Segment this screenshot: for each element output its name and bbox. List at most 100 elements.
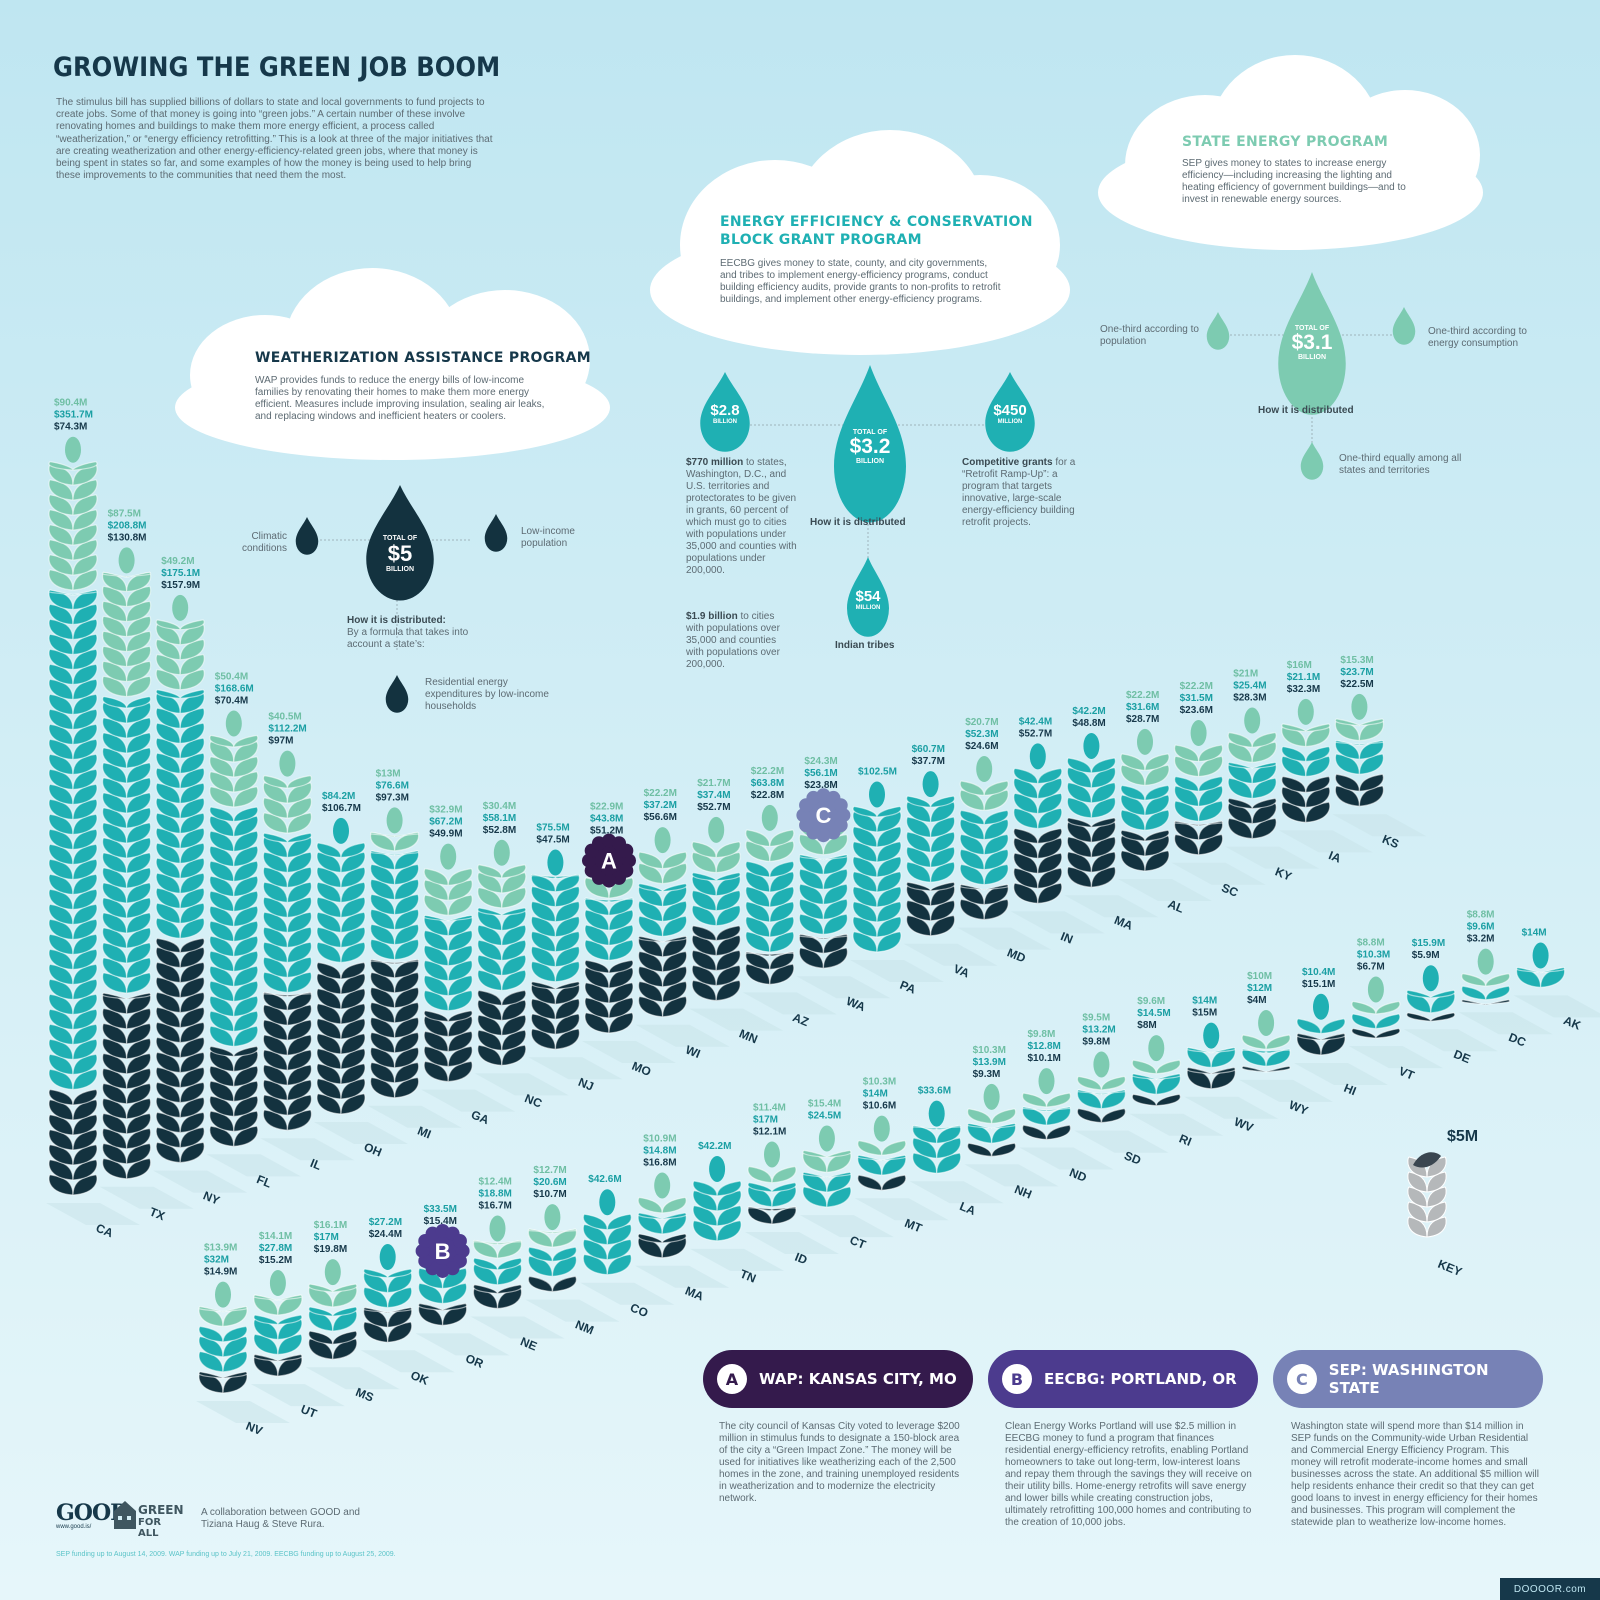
stalk-ut-2-state-label: UT: [299, 1402, 320, 1421]
stalk-ct-2-eecbg-segment: [802, 1171, 852, 1208]
stalk-ut-2-wap-value: $15.2M: [259, 1255, 292, 1266]
stalk-mn-1-sep-segment: [691, 841, 741, 874]
stalk-ok-2-eecbg-value: $27.2M: [369, 1217, 402, 1228]
stalk-il-1: IL $97M$112.2M$40.5M: [260, 712, 355, 1173]
stalk-hi-2-wap-value: $15.1M: [1302, 979, 1335, 990]
stalk-nm-2-shadow: [525, 1299, 620, 1322]
eecbg-left-value: $2.8: [710, 402, 740, 419]
stalk-ks-1-wap-value: $22.5M: [1340, 679, 1373, 690]
stalk-la-2-shadow: [909, 1181, 1004, 1204]
case-b-banner: B EECBG: PORTLAND, OR: [988, 1350, 1258, 1408]
stalk-sd-2-wap-segment: [1076, 1108, 1127, 1124]
stalk-mt-2: MT $10.6M$14M$10.3M: [854, 1077, 949, 1236]
stalk-az-1-shadow: [742, 992, 837, 1015]
stalk-nj-1-shadow: [528, 1057, 623, 1080]
stalk-md-1-wap-segment: [959, 884, 1009, 921]
stalk-wa-1-wap-value: $23.8M: [804, 780, 837, 791]
stalk-ri-2: RI $8M$14.5M$9.6M: [1129, 996, 1224, 1149]
sep-description: SEP gives money to states to increase en…: [1182, 158, 1406, 205]
stalk-vt-2: VT $6.7M$10.3M$8.8M: [1348, 937, 1443, 1083]
stalk-nm-2-sep-value: $12.7M: [533, 1165, 566, 1176]
stalk-md-1-eecbg-value: $52.3M: [965, 729, 998, 740]
stalk-ne-2-sep-value: $12.4M: [479, 1176, 512, 1187]
stalk-ma-1-eecbg-value: $42.2M: [1072, 706, 1105, 717]
stalk-ks-1-bud: [1351, 693, 1368, 720]
stalk-ga-1-eecbg-segment: [423, 914, 473, 1012]
stalk-ky-1-shadow: [1225, 846, 1320, 869]
stalk-ky-1-sep-value: $21M: [1233, 669, 1258, 680]
stalk-ny-1-state-label: NY: [201, 1188, 222, 1207]
stalk-ri-2-bud: [1148, 1035, 1165, 1062]
stalk-nd-2-eecbg-segment: [1021, 1106, 1072, 1126]
stalk-ks-1-eecbg-value: $23.7M: [1340, 667, 1373, 678]
eecbg-total-unit: BILLION: [856, 458, 884, 465]
stalk-mi-1-eecbg-value: $76.6M: [376, 780, 409, 791]
stalk-oh-1-eecbg-segment: [316, 842, 366, 964]
stalk-nv-2-sep-value: $13.9M: [204, 1243, 237, 1254]
stalk-nc-1-wap-segment: [477, 989, 527, 1066]
stalk-ms-2-shadow: [305, 1367, 400, 1390]
stalk-ne-2: NE $16.7M$18.8M$12.4M: [470, 1176, 565, 1354]
stalk-vt-2-state-label: VT: [1397, 1064, 1417, 1083]
stalk-id-2-sep-value: $11.4M: [753, 1102, 786, 1113]
stalk-hi-2-state-label: HI: [1342, 1081, 1358, 1098]
stalk-il-1-state-label: IL: [308, 1156, 323, 1173]
stalk-nc-1-sep-segment: [477, 864, 527, 909]
stalk-va-1-shadow: [903, 943, 998, 966]
stalk-sc-1-bud: [1190, 720, 1207, 747]
stalk-id-2-shadow: [745, 1232, 839, 1254]
stalk-ma-1-bud: [1083, 732, 1100, 759]
stalk-vt-2-eecbg-value: $10.3M: [1357, 949, 1390, 960]
stalk-vt-2-bud: [1367, 976, 1384, 1003]
eecbg-left-unit: BILLION: [713, 419, 737, 425]
stalk-md-1-eecbg-segment: [959, 809, 1009, 886]
stalk-oh-1: OH $106.7M$84.2M: [314, 791, 408, 1160]
stalk-mn-1-eecbg-value: $37.4M: [697, 790, 730, 801]
stalk-fl-1-shadow: [206, 1154, 301, 1177]
stalk-nh-2-eecbg-segment: [966, 1122, 1017, 1144]
stalk-al-1-state-label: AL: [1166, 897, 1186, 916]
stalk-wy-2-sep-segment: [1241, 1034, 1291, 1050]
stalk-dc-2-sep-value: $8.8M: [1467, 910, 1495, 921]
stalk-ga-1-sep-segment: [423, 867, 473, 916]
stalk-hi-2-bud: [1313, 993, 1329, 1020]
stalk-ma-1-wap-segment: [1066, 817, 1117, 888]
stalk-ut-2-sep-segment: [253, 1294, 303, 1316]
stalk-co-2-eecbg-value: $42.6M: [588, 1174, 621, 1185]
stalk-wv-2-eecbg-value: $14M: [1192, 996, 1217, 1007]
stalk-il-1-wap-value: $97M: [268, 736, 293, 747]
stalk-hi-2-eecbg-value: $10.4M: [1302, 967, 1335, 978]
stalk-de-2-eecbg-value: $15.9M: [1412, 938, 1445, 949]
stalk-ca-1-bud: [65, 436, 81, 463]
stalk-ak-2-state-label: AK: [1561, 1013, 1583, 1033]
stalk-ca-1: CA $74.3M$351.7M$90.4M: [46, 398, 140, 1240]
stalk-mn-1-sep-value: $21.7M: [697, 778, 730, 789]
stalk-mt-2-shadow: [854, 1198, 949, 1221]
stalk-va-1-eecbg-value: $60.7M: [912, 744, 945, 755]
stalk-tx-1-state-label: TX: [147, 1205, 166, 1224]
stalk-ms-2-wap-segment: [308, 1330, 358, 1360]
stalk-ne-2-shadow: [470, 1316, 565, 1339]
stalk-mn-1-wap-value: $52.7M: [697, 802, 730, 813]
eecbg-right-text: for a “Retrofit Ramp-Up”: a program that…: [962, 457, 1076, 528]
stalk-in-1-eecbg-segment: [1013, 767, 1063, 830]
stalk-wy-2-shadow: [1239, 1079, 1334, 1102]
stalk-wy-2-wap-value: $4M: [1247, 995, 1266, 1006]
stalk-in-1-bud: [1029, 743, 1046, 770]
stalk-sd-2-bud: [1093, 1051, 1110, 1078]
stalk-wa-1-state-label: WA: [844, 994, 867, 1014]
stalk-ky-1-wap-segment: [1227, 797, 1277, 840]
stalk-al-1: AL $28.7M$31.6M$22.2M: [1118, 690, 1212, 916]
stalk-ny-1-bud: [172, 594, 189, 621]
stalk-pa-1-eecbg-value: $102.5M: [858, 766, 897, 777]
stalk-md-1: MD $24.6M$52.3M$20.7M: [957, 717, 1052, 965]
stalk-co-2-shadow: [580, 1282, 675, 1305]
stalk-nc-1-bud: [493, 839, 510, 866]
stalk-ma-1: MA $48.8M$42.2M: [1064, 706, 1159, 933]
eecbg-dist-title: How it is distributed: [810, 517, 906, 528]
gfa-logo-bottom: FOR ALL: [138, 1517, 162, 1539]
stalk-in-1-eecbg-value: $42.4M: [1019, 716, 1052, 727]
stalk-ky-1-bud: [1244, 707, 1261, 734]
stalk-mt-2-sep-value: $10.3M: [863, 1077, 896, 1088]
stalk-dc-2: DC $3.2M$9.6M$8.8M: [1458, 910, 1553, 1050]
